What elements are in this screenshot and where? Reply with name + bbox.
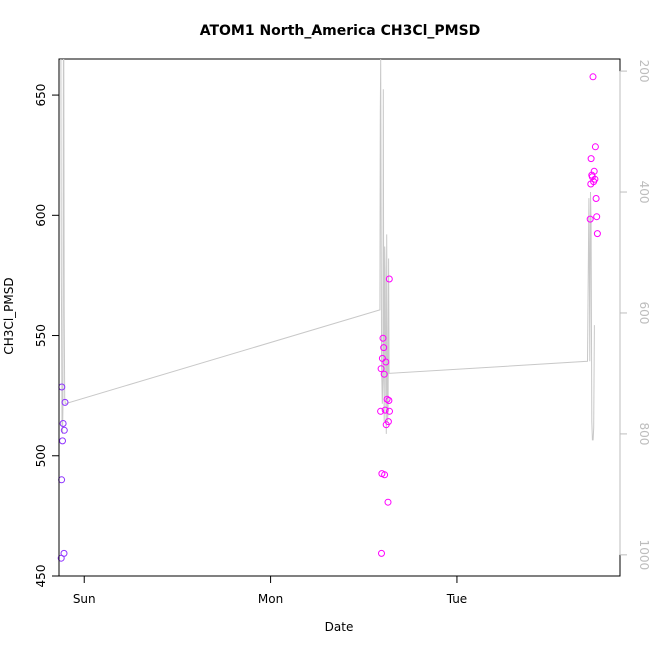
y-right-tick-label: 400 xyxy=(637,181,650,204)
y-left-tick-label: 600 xyxy=(34,204,48,227)
data-point xyxy=(593,230,601,238)
y-left-tick-label: 650 xyxy=(34,84,48,107)
right-axis-series xyxy=(60,59,595,441)
x-axis-label: Date xyxy=(325,620,354,634)
data-point xyxy=(591,175,599,183)
scatter-series xyxy=(57,73,601,562)
data-point xyxy=(589,73,597,81)
data-point xyxy=(381,471,389,479)
data-point xyxy=(383,395,391,403)
data-point xyxy=(380,370,388,378)
y-axis-label: CH3Cl_PMSD xyxy=(2,277,16,354)
data-point xyxy=(378,549,385,557)
data-point xyxy=(61,398,69,406)
data-point xyxy=(593,213,601,221)
y-right-tick-label: 200 xyxy=(637,60,650,83)
data-point xyxy=(384,498,392,506)
data-point xyxy=(385,397,393,404)
data-point xyxy=(379,334,387,342)
data-point xyxy=(380,344,388,352)
data-point xyxy=(590,167,598,175)
data-point xyxy=(591,143,599,151)
chart-title: ATOM1 North_America CH3Cl_PMSD xyxy=(200,23,481,39)
data-point xyxy=(59,420,67,427)
data-point xyxy=(384,418,392,426)
series-line xyxy=(60,59,595,441)
axes: 450 500 550 600 650 200 400 600 800 1000 Sun Mon Tue xyxy=(34,60,650,606)
data-point xyxy=(60,426,68,434)
y-left-tick-label: 500 xyxy=(34,444,48,467)
data-point xyxy=(587,155,595,163)
data-point xyxy=(385,275,393,283)
data-point xyxy=(60,549,68,557)
data-point xyxy=(381,406,389,414)
data-point xyxy=(59,437,66,445)
data-point xyxy=(386,407,393,415)
data-point xyxy=(382,358,390,366)
data-point xyxy=(592,195,600,202)
y-left-tick-label: 450 xyxy=(34,565,48,588)
plot-frame xyxy=(58,58,621,577)
y-right-tick-label: 800 xyxy=(637,422,650,445)
data-point xyxy=(377,365,385,373)
y-right-tick-label: 1000 xyxy=(637,540,650,571)
data-point xyxy=(586,215,594,223)
y-left-tick-label: 550 xyxy=(34,324,48,347)
y-right-tick-label: 600 xyxy=(637,302,650,325)
x-tick-label: Sun xyxy=(73,592,96,606)
data-point xyxy=(377,407,385,415)
x-tick-label: Mon xyxy=(258,592,283,606)
x-tick-label: Tue xyxy=(446,592,468,606)
